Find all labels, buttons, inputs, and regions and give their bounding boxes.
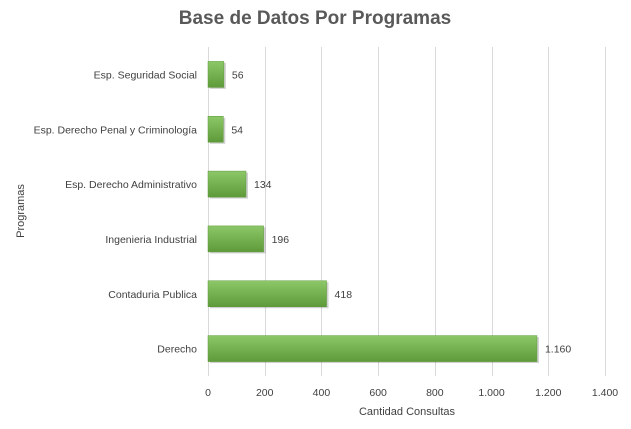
data-label: 1.160	[545, 344, 571, 356]
x-tick-label: 800	[426, 387, 444, 399]
bars	[207, 61, 539, 364]
bar	[207, 170, 247, 198]
data-label: 56	[232, 69, 244, 81]
y-axis-title: Programas	[15, 184, 27, 238]
x-tick-label: 1.000	[478, 387, 504, 399]
data-label: 418	[335, 289, 353, 301]
data-labels: 56 54 134 196 418 1.160	[231, 69, 571, 355]
data-label: 54	[231, 124, 243, 136]
category-label: Derecho	[157, 344, 197, 356]
x-tick-label: 600	[369, 387, 387, 399]
data-label: 134	[254, 179, 272, 191]
category-label: Contaduria Publica	[108, 289, 197, 301]
bar	[207, 116, 224, 143]
grid-lines	[208, 47, 606, 376]
bar	[207, 61, 225, 88]
data-label: 196	[272, 234, 290, 246]
x-tick-labels: 0 200 400 600 800 1.000 1.200 1.400	[205, 387, 618, 399]
x-tick-label: 200	[256, 387, 274, 399]
x-tick-label: 0	[205, 387, 211, 399]
bar	[207, 280, 327, 307]
x-axis-title: Cantidad Consultas	[359, 406, 456, 418]
chart-title: Base de Datos Por Programas	[179, 8, 451, 29]
category-labels: Esp. Seguridad Social Esp. Derecho Penal …	[34, 69, 198, 355]
x-tick-label: 1.400	[592, 387, 618, 399]
category-label: Esp. Derecho Penal y Criminología	[34, 124, 198, 136]
x-tick-label: 1.200	[535, 387, 561, 399]
category-label: Esp. Derecho Administrativo	[65, 179, 197, 191]
x-tick-label: 400	[313, 387, 331, 399]
category-label: Ingenieria Industrial	[105, 234, 197, 246]
bar	[207, 225, 264, 253]
bar	[207, 335, 538, 362]
category-label: Esp. Seguridad Social	[94, 69, 197, 81]
